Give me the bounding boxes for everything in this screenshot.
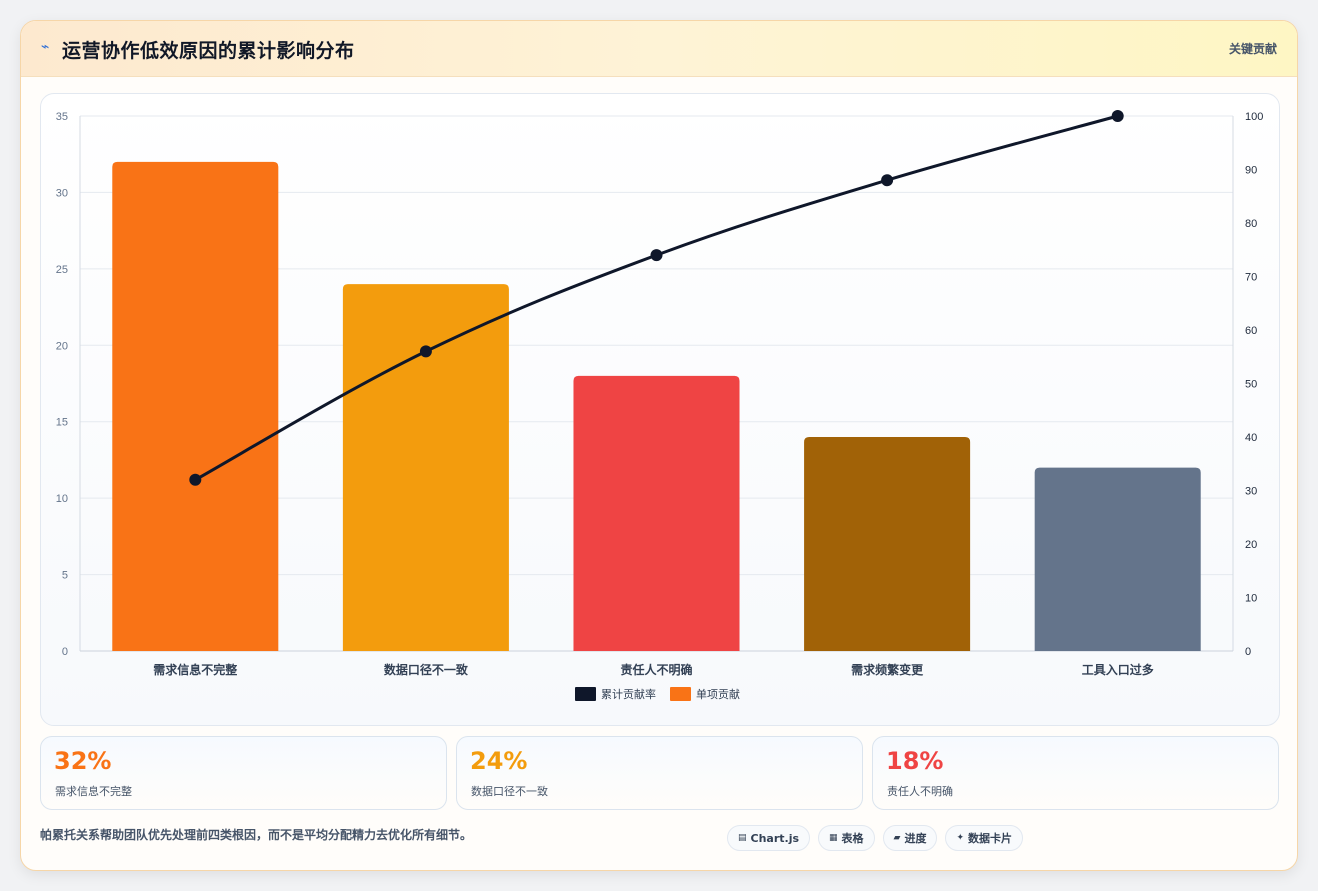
table-icon: ▦ [829,833,838,843]
bar [573,375,740,651]
line-point [881,174,894,187]
x-tick-label: 需求频繁变更 [851,662,924,677]
chart-icon: ▤ [738,833,747,843]
y-right-tick-label: 80 [1245,218,1257,230]
bar [1034,467,1201,651]
y-left-tick-label: 25 [56,264,68,276]
chart-container: 0 5 10 15 20 25 30 35 0 10 20 30 40 50 60 70 80 90 100 需求信息… [40,93,1280,726]
y-right-tick-label: 50 [1245,379,1257,391]
x-tick-label: 数据口径不一致 [384,662,469,677]
stat-label: 需求信息不完整 [55,785,132,798]
y-right-tick-label: 100 [1245,111,1263,123]
x-tick-label: 需求信息不完整 [153,662,237,677]
legend-swatch [575,687,596,701]
stat-label: 数据口径不一致 [471,785,548,798]
pill-label: 数据卡片 [968,832,1013,845]
pill-chartjs[interactable]: ▤ Chart.js [727,825,811,851]
y-right-tick-label: 90 [1245,165,1257,177]
y-right-tick-label: 10 [1245,593,1257,605]
stat-card: 32% 需求信息不完整 [40,736,447,810]
x-tick-label: 责任人不明确 [620,662,692,677]
card-title: 运营协作低效原因的累计影响分布 [62,40,355,62]
y-left-tick-label: 0 [62,646,68,658]
y-right-tick-label: 30 [1245,486,1257,498]
bar [112,161,279,651]
stat-card: 24% 数据口径不一致 [456,736,863,810]
stat-value: 24% [470,747,528,775]
y-left-tick-label: 10 [56,493,68,505]
y-right-tick-label: 40 [1245,432,1257,444]
legend-label: 单项贡献 [696,687,740,701]
y-right-tick-label: 0 [1245,646,1251,658]
y-left-tick-label: 20 [56,340,68,352]
y-left-tick-label: 35 [56,111,68,123]
stat-label: 责任人不明确 [887,785,953,798]
pill-label: Chart.js [750,831,800,845]
pareto-chart: 0 5 10 15 20 25 30 35 0 10 20 30 40 50 60 70 80 90 100 需求信息… [56,110,1263,701]
header-tag[interactable]: 关键贡献 [1228,42,1277,56]
stat-value: 18% [886,747,944,775]
legend-label: 累计贡献率 [601,687,656,701]
y-right-tick-label: 20 [1245,539,1257,551]
footer-note: 帕累托关系帮助团队优先处理前四类根因，而不是平均分配精力去优化所有细节。 [40,828,473,842]
y-left-tick-label: 5 [62,570,68,582]
chart-card: ⌁ 运营协作低效原因的累计影响分布 关键贡献 0 5 10 15 20 25 30 35 0 10… [20,20,1298,871]
pill-progress[interactable]: ▰ 进度 [882,825,938,851]
y-right-tick-label: 70 [1245,272,1257,284]
x-tick-label: 工具入口过多 [1082,662,1154,677]
y-left-tick-label: 15 [56,417,68,429]
progress-icon: ▰ [893,833,901,843]
stat-value: 32% [54,747,112,775]
y-right-tick-label: 60 [1245,325,1257,337]
legend-swatch [670,687,691,701]
pill-label: 进度 [904,832,927,845]
line-point [419,345,432,358]
y-left-tick-label: 30 [56,187,68,199]
pill-data-cards[interactable]: ✦ 数据卡片 [945,825,1024,851]
pill-table[interactable]: ▦ 表格 [818,825,875,851]
line-point [650,249,663,262]
bar [342,284,509,651]
stat-card: 18% 责任人不明确 [872,736,1279,810]
sparkle-icon: ✦ [956,833,965,843]
feature-pills: ▤ Chart.js ▦ 表格 ▰ 进度 ✦ 数据卡片 [727,825,1024,851]
pill-label: 表格 [841,832,864,845]
lightning-icon: ⌁ [41,39,50,55]
line-point [189,473,202,486]
line-point [1111,110,1124,122]
bar [804,437,971,651]
card-header: ⌁ 运营协作低效原因的累计影响分布 关键贡献 [21,21,1297,77]
